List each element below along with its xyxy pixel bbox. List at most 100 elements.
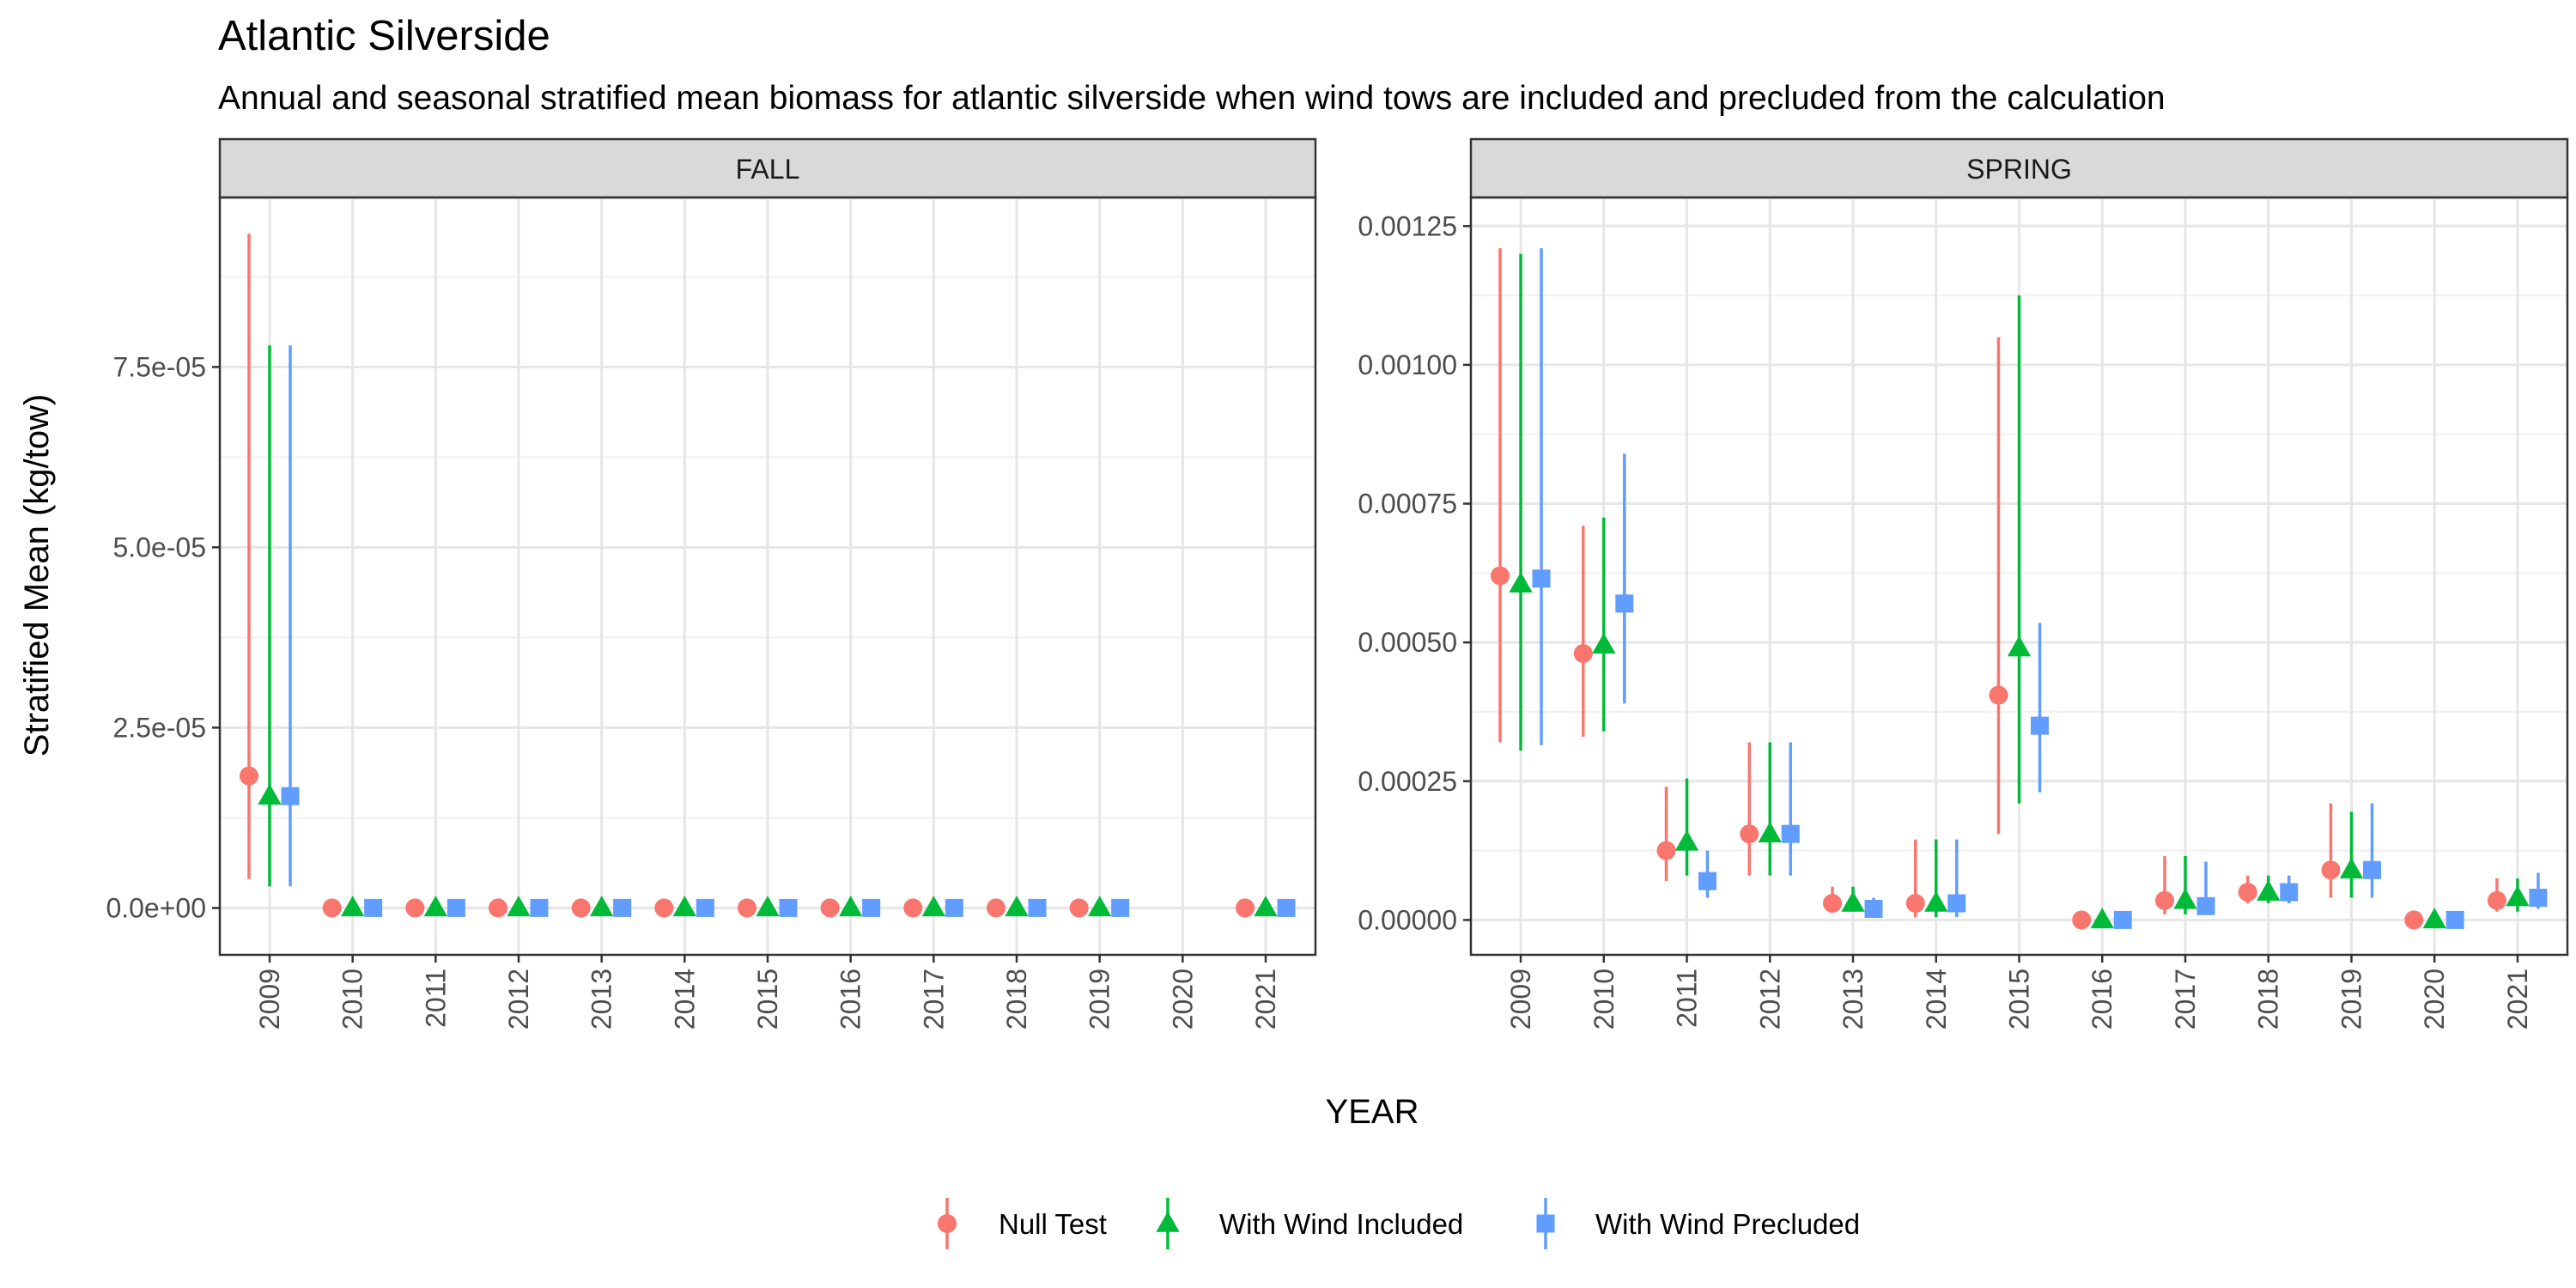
- data-point: [2196, 896, 2215, 915]
- series-null-test: [240, 234, 1255, 918]
- data-point: [820, 898, 840, 918]
- facet-panels: FALL 0.0e+00 2.5e-05 5.0e-05 7.5e-05 2009 2010…: [106, 137, 2569, 1030]
- legend-item-with-wind-included: With Wind Included: [1156, 1198, 1463, 1249]
- data-point: [1989, 685, 2008, 705]
- y-tick-label: 0.0e+00: [106, 892, 206, 923]
- data-point: [921, 896, 945, 917]
- data-point: [2404, 910, 2424, 930]
- x-tick-label: 2009: [1505, 969, 1536, 1030]
- data-point: [1698, 872, 1717, 890]
- series-with-wind-included: [1509, 253, 2530, 929]
- series-null-test: [1491, 248, 2506, 930]
- data-point: [1781, 824, 1800, 843]
- facet-strip-label: SPRING: [1966, 154, 2072, 185]
- x-tick-label: 2015: [2004, 969, 2035, 1030]
- x-tick-label: 2020: [1167, 969, 1198, 1030]
- data-point: [1656, 841, 1676, 860]
- x-tick-label: 2017: [918, 969, 949, 1030]
- data-point: [1254, 896, 1278, 917]
- data-point: [2487, 890, 2506, 910]
- data-point: [2339, 857, 2364, 878]
- data-point: [1924, 890, 1948, 912]
- y-tick-label: 0.00100: [1358, 349, 1457, 380]
- x-tick-label: 2014: [669, 969, 700, 1030]
- data-point: [903, 898, 923, 918]
- data-point: [1841, 890, 1865, 912]
- data-point: [613, 898, 632, 917]
- legend-key: [938, 1214, 957, 1233]
- data-point: [1674, 829, 1699, 851]
- legend-label: With Wind Precluded: [1595, 1208, 1860, 1240]
- x-tick-label: 2018: [2253, 969, 2284, 1030]
- x-tick-label: 2010: [337, 969, 368, 1030]
- data-point: [1905, 894, 1925, 914]
- x-tick-label: 2019: [1084, 969, 1115, 1030]
- data-point: [2007, 635, 2032, 657]
- data-point: [2362, 860, 2381, 879]
- y-tick-label: 7.5e-05: [112, 351, 206, 382]
- y-axis-label: Stratified Mean (kg/tow): [18, 394, 56, 756]
- data-point: [1111, 898, 1130, 917]
- data-point: [2529, 889, 2548, 908]
- data-point: [1005, 896, 1029, 917]
- facet-strip: [218, 137, 1317, 199]
- x-tick-label: 2021: [2502, 969, 2533, 1030]
- x-tick-label: 2010: [1589, 969, 1619, 1030]
- y-tick-label: 0.00125: [1358, 210, 1457, 241]
- data-point: [987, 898, 1005, 918]
- data-point: [364, 898, 383, 917]
- data-point: [1573, 644, 1593, 664]
- data-point: [654, 898, 674, 918]
- data-point: [507, 896, 531, 917]
- panel-border: [218, 196, 1317, 957]
- data-point: [1592, 633, 1616, 654]
- x-tick-label: 2016: [2087, 969, 2117, 1030]
- data-point: [1615, 594, 1634, 613]
- data-point: [2506, 885, 2530, 907]
- x-tick-label: 2011: [420, 969, 451, 1028]
- data-point: [281, 787, 300, 805]
- data-point: [1509, 571, 1533, 593]
- data-point: [1740, 824, 1759, 844]
- data-point: [240, 766, 258, 786]
- legend-label: With Wind Included: [1219, 1208, 1463, 1240]
- data-point: [2321, 860, 2341, 880]
- x-tick-label: 2019: [2336, 969, 2366, 1030]
- data-point: [2280, 883, 2299, 902]
- data-point: [1277, 898, 1296, 917]
- x-tick-label: 2020: [2419, 969, 2450, 1030]
- data-point: [571, 898, 591, 918]
- data-point: [405, 898, 425, 918]
- data-point: [696, 898, 714, 917]
- x-tick-label: 2015: [752, 969, 783, 1030]
- data-point: [672, 896, 696, 917]
- data-point: [2422, 908, 2446, 929]
- x-tick-label: 2013: [1838, 969, 1868, 1030]
- data-point: [1823, 894, 1843, 914]
- data-point: [1236, 898, 1255, 918]
- data-point: [2257, 879, 2281, 901]
- legend: Null Test With Wind Included With Wind Pre…: [938, 1198, 1860, 1249]
- data-point: [2154, 890, 2174, 910]
- chart-subtitle: Annual and seasonal stratified mean biom…: [218, 80, 2166, 117]
- x-tick-label: 2021: [1250, 969, 1281, 1030]
- x-tick-label: 2012: [503, 969, 534, 1030]
- x-tick-label: 2017: [2170, 969, 2201, 1030]
- y-tick-label: 0.00025: [1358, 766, 1457, 797]
- x-tick-label: 2011: [1672, 969, 1703, 1028]
- data-point: [2238, 883, 2257, 902]
- x-tick-label: 2013: [586, 969, 617, 1030]
- data-point: [2090, 908, 2114, 929]
- facet-strip-label: FALL: [736, 154, 800, 185]
- data-point: [1532, 569, 1551, 588]
- data-point: [258, 783, 282, 805]
- data-point: [1491, 566, 1510, 586]
- chart-title: Atlantic Silverside: [218, 13, 550, 59]
- data-point: [1947, 894, 1966, 913]
- data-point: [779, 898, 798, 917]
- data-point: [489, 898, 507, 918]
- series-with-wind-included: [258, 345, 1278, 917]
- data-point: [1088, 896, 1112, 917]
- x-axis-label: YEAR: [1326, 1093, 1419, 1131]
